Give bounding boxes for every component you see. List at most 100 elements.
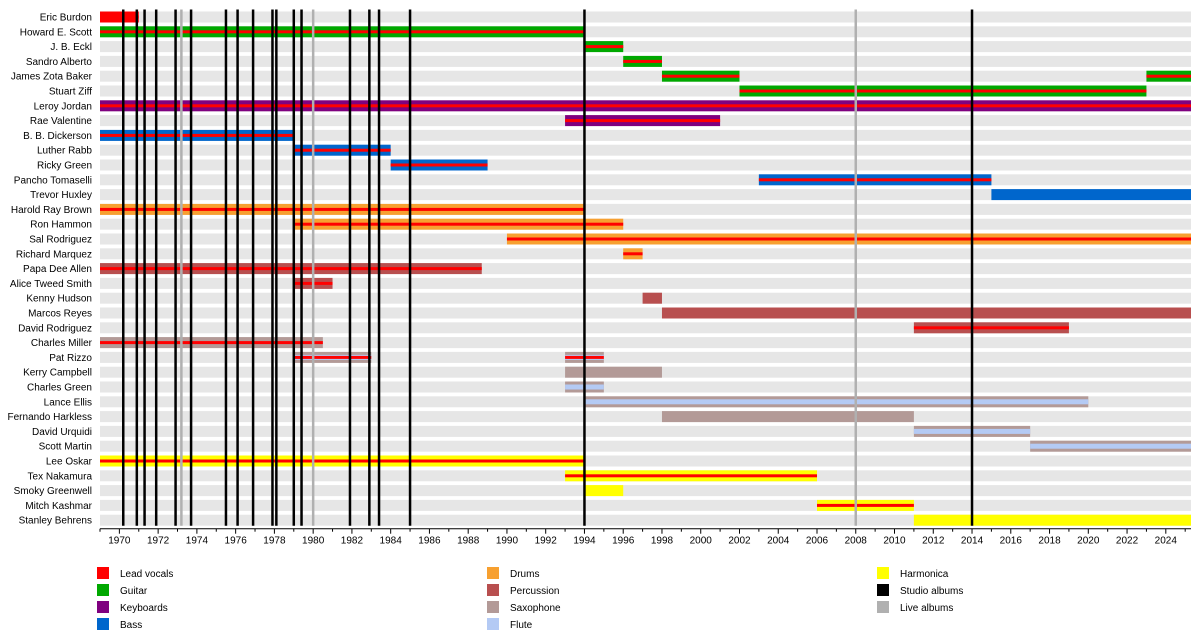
membership-bar (661, 411, 914, 423)
legend-swatch (97, 601, 109, 613)
x-tick-label: 2006 (806, 536, 829, 547)
lead-vocals-stripe (100, 30, 585, 34)
album-lines (122, 9, 974, 526)
member-name: Mitch Kashmar (25, 501, 92, 512)
membership-bar (661, 307, 1191, 319)
row-background (100, 440, 1191, 452)
row-background (100, 189, 1191, 201)
row-background (100, 144, 1191, 156)
member-name: Pancho Tomaselli (14, 175, 92, 186)
x-tick-label: 1986 (418, 536, 441, 547)
x-tick-label: 1982 (341, 536, 364, 547)
member-name: Leroy Jordan (34, 101, 92, 112)
flute-stripe (1030, 443, 1191, 449)
x-tick-label: 2018 (1038, 536, 1061, 547)
member-name: Richard Marquez (16, 249, 92, 260)
member-name: David Urquidi (32, 427, 92, 438)
member-name: Kerry Campbell (23, 368, 92, 379)
lead-vocals-stripe (100, 207, 585, 211)
legend-label: Saxophone (510, 603, 561, 614)
x-tick-label: 2000 (690, 536, 713, 547)
legend-swatch (97, 618, 109, 630)
member-name: Howard E. Scott (20, 27, 92, 38)
member-name: Lee Oskar (46, 457, 93, 468)
row-background (100, 174, 1191, 186)
lead-vocals-stripe (100, 459, 585, 463)
row-background (100, 41, 1191, 53)
lead-vocals-stripe (758, 178, 992, 182)
row-background (100, 85, 1191, 97)
member-name: Eric Burdon (40, 13, 92, 24)
flute-stripe (584, 399, 1089, 405)
lead-vocals-stripe (816, 503, 914, 507)
legend-swatch (487, 584, 499, 596)
row-background (100, 307, 1191, 319)
member-name: Kenny Hudson (26, 294, 92, 305)
membership-bar (913, 514, 1191, 526)
legend-swatch (487, 601, 499, 613)
row-background (100, 514, 1191, 526)
row-background (100, 411, 1191, 423)
lead-vocals-stripe (390, 163, 488, 167)
member-bars (100, 11, 1191, 526)
member-name: James Zota Baker (11, 72, 93, 83)
x-tick-label: 2008 (845, 536, 868, 547)
lead-vocals-stripe (100, 267, 482, 271)
x-tick-label: 2014 (961, 536, 984, 547)
x-tick-label: 2004 (767, 536, 790, 547)
legend-swatch (877, 567, 889, 579)
row-background (100, 425, 1191, 437)
member-name: Alice Tweed Smith (10, 279, 92, 290)
member-name: Tex Nakamura (28, 471, 93, 482)
member-name: Stanley Behrens (19, 516, 92, 527)
row-background (100, 277, 1191, 289)
legend-label: Lead vocals (120, 569, 173, 580)
legend-label: Flute (510, 620, 533, 630)
row-background (100, 26, 1191, 38)
x-tick-label: 1978 (263, 536, 286, 547)
legend-label: Live albums (900, 603, 953, 614)
lead-vocals-stripe (565, 474, 817, 478)
member-name: Stuart Ziff (49, 87, 92, 98)
row-background (100, 159, 1191, 171)
member-name: Ricky Green (37, 161, 92, 172)
legend-label: Drums (510, 569, 539, 580)
row-background (100, 322, 1191, 334)
row-background (100, 499, 1191, 511)
legend-label: Harmonica (900, 569, 949, 580)
membership-bar (642, 292, 662, 304)
lead-vocals-stripe (293, 148, 391, 152)
member-name: Smoky Greenwell (14, 486, 92, 497)
member-names: Eric Burdon Howard E. Scott J. B. Eckl Sand… (8, 13, 93, 527)
lead-vocals-stripe (293, 355, 372, 359)
legend-swatch (97, 584, 109, 596)
lead-vocals-stripe (661, 74, 740, 78)
legend-swatch (877, 601, 889, 613)
row-background (100, 70, 1191, 82)
legend-swatch (877, 584, 889, 596)
lead-vocals-stripe (739, 89, 1147, 93)
x-tick-label: 2002 (728, 536, 751, 547)
legend-swatch (487, 567, 499, 579)
x-tick-label: 1990 (496, 536, 519, 547)
member-name: Sal Rodriguez (29, 235, 92, 246)
member-name: Lance Ellis (44, 397, 92, 408)
lead-vocals-stripe (100, 133, 294, 137)
membership-bar (991, 189, 1191, 201)
row-background (100, 129, 1191, 141)
member-name: Harold Ray Brown (11, 205, 92, 216)
member-name: Pat Rizzo (49, 353, 92, 364)
lead-vocals-stripe (506, 237, 1191, 241)
x-tick-label: 1970 (108, 536, 131, 547)
x-tick-label: 1984 (380, 536, 403, 547)
row-background (100, 248, 1191, 260)
row-background (100, 203, 1191, 215)
member-name: Papa Dee Allen (23, 264, 92, 275)
x-tick-label: 1976 (225, 536, 248, 547)
x-tick-label: 2024 (1155, 536, 1178, 547)
legend: Lead vocals Guitar Keyboards Bass Drums Percu… (97, 567, 963, 630)
x-tick-label: 1992 (535, 536, 558, 547)
row-background (100, 381, 1191, 393)
x-tick-label: 2022 (1116, 536, 1139, 547)
